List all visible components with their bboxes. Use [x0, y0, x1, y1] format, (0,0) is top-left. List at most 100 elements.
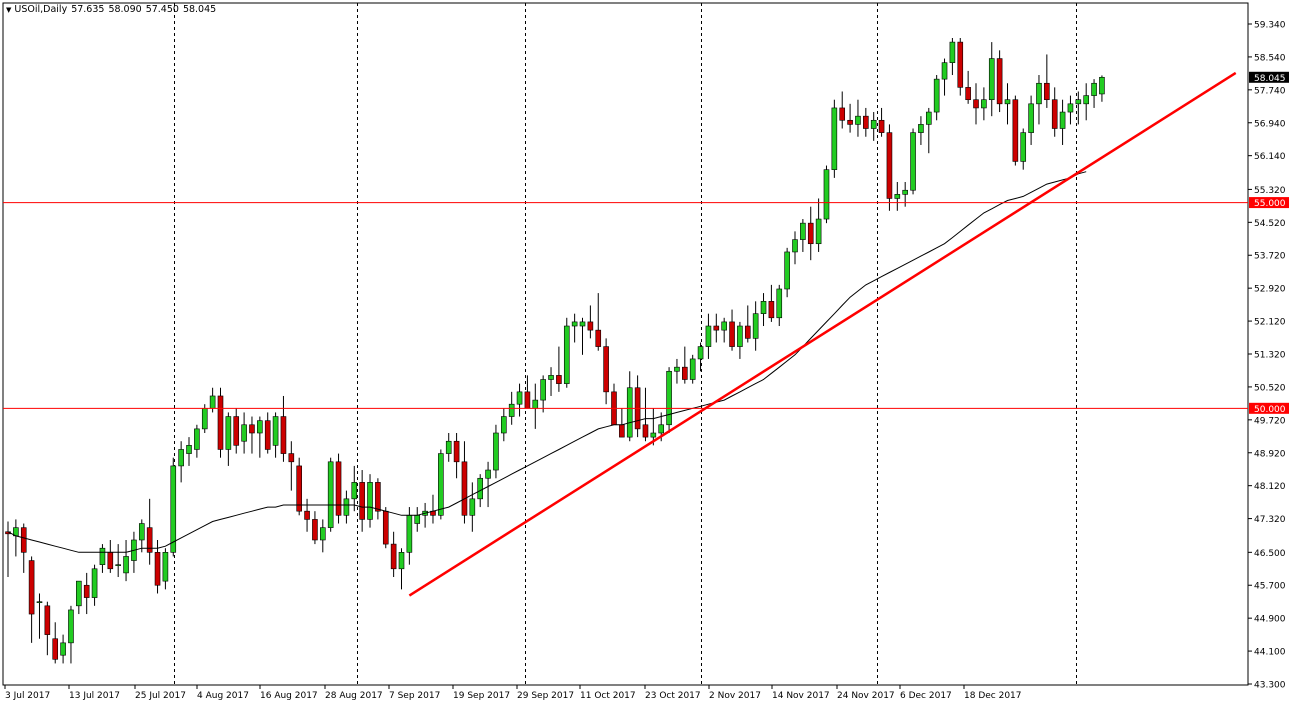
bull-candle [516, 391, 523, 405]
bull-candle [1083, 95, 1089, 105]
y-tick-label: 49.720 [1254, 416, 1286, 426]
bear-candle [359, 482, 365, 520]
bear-candle [382, 510, 389, 545]
bull-candle [855, 115, 861, 125]
y-tick-label: 43.300 [1254, 681, 1286, 691]
x-tick-label: 18 Dec 2017 [964, 691, 1022, 701]
bull-candle [666, 370, 672, 426]
bull-candle [540, 379, 546, 401]
bear-candle [713, 325, 720, 331]
bull-candle [201, 408, 208, 430]
x-tick-label: 13 Jul 2017 [69, 691, 120, 701]
y-tick-label: 59.340 [1254, 21, 1286, 31]
bull-candle [99, 547, 106, 565]
bear-candle [1044, 82, 1050, 101]
bear-candle [863, 115, 869, 129]
bull-candle [1059, 111, 1066, 129]
high-value: 58.090 [108, 4, 142, 15]
x-tick-label: 4 Aug 2017 [197, 691, 249, 701]
bear-candle [729, 321, 735, 347]
bull-candle [902, 189, 908, 195]
bull-candle [1075, 99, 1082, 105]
bull-candle [981, 99, 987, 109]
bull-candle [445, 440, 452, 454]
level-price-tag [1249, 402, 1289, 414]
bear-candle [973, 99, 979, 109]
bull-candle [438, 453, 444, 516]
x-tick-label: 29 Sep 2017 [517, 691, 574, 701]
bull-candle [115, 564, 121, 566]
bull-candle [241, 424, 247, 442]
bull-candle [752, 313, 759, 339]
bull-candle [398, 552, 405, 570]
bull-candle [36, 601, 43, 604]
bear-candle [744, 325, 751, 339]
bear-candle [996, 58, 1003, 105]
bear-candle [965, 87, 971, 101]
plot-frame [2, 2, 1249, 686]
y-tick-label: 56.140 [1254, 152, 1286, 162]
bear-candle [233, 416, 240, 446]
x-tick-label: 19 Sep 2017 [453, 691, 510, 701]
y-tick-label: 53.720 [1254, 252, 1286, 262]
symbol-label: USOil,Daily [14, 4, 68, 15]
bear-candle [296, 465, 302, 512]
bear-candle [107, 552, 114, 570]
bear-candle [461, 461, 468, 516]
bull-candle [194, 428, 200, 450]
bear-candle [807, 222, 814, 245]
bull-candle [933, 78, 940, 113]
current-price-tag [1249, 71, 1289, 83]
x-tick-label: 23 Oct 2017 [645, 691, 701, 701]
y-tick-label: 57.740 [1254, 86, 1286, 96]
bear-candle [556, 375, 562, 384]
bull-candle [988, 58, 995, 101]
bull-candle [76, 580, 82, 607]
moving-average-line [7, 171, 1087, 553]
bear-candle [83, 584, 90, 598]
bull-candle [910, 132, 916, 191]
bull-candle [225, 416, 232, 450]
y-tick-label: 55.320 [1254, 186, 1286, 196]
bull-candle [327, 461, 334, 528]
bull-candle [60, 642, 66, 656]
bear-candle [1012, 99, 1019, 162]
y-tick-label: 44.100 [1254, 648, 1286, 658]
bull-candle [178, 449, 184, 467]
x-tick-label: 28 Aug 2017 [325, 691, 383, 701]
bear-candle [146, 527, 153, 553]
bull-candle [1020, 132, 1027, 162]
y-tick-label: 45.700 [1254, 582, 1286, 592]
bull-candle [658, 424, 665, 434]
bull-candle [91, 568, 98, 598]
y-tick-label: 52.920 [1254, 285, 1286, 295]
bull-candle [209, 395, 216, 409]
bear-candle [280, 416, 287, 454]
chart-header: ▼ USOil,Daily 57.635 58.090 57.450 58.045 [6, 4, 220, 15]
bull-candle [138, 523, 145, 541]
bull-candle [941, 62, 948, 80]
bull-candle [815, 218, 822, 245]
y-tick-label: 50.520 [1254, 383, 1286, 393]
bull-candle [792, 239, 798, 253]
level-price-label: 55.000 [1254, 199, 1286, 209]
bull-candle [257, 420, 263, 434]
bear-candle [335, 461, 342, 516]
bear-candle [304, 510, 310, 520]
bull-candle [949, 41, 956, 63]
bear-candle [587, 321, 594, 331]
bear-candle [264, 420, 271, 450]
bear-candle [453, 440, 460, 463]
bull-candle [68, 609, 74, 644]
bear-candle [595, 329, 602, 347]
dropdown-triangle-icon[interactable]: ▼ [6, 6, 12, 14]
bull-candle [548, 375, 554, 380]
bull-candle [760, 301, 767, 314]
bull-candle [737, 325, 743, 347]
bull-candle [272, 416, 279, 446]
trendline[interactable] [408, 71, 1237, 597]
bear-candle [839, 107, 846, 121]
y-tick-label: 54.520 [1254, 219, 1286, 229]
bull-candle [925, 111, 932, 125]
